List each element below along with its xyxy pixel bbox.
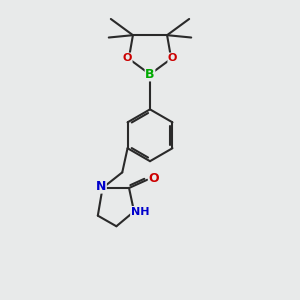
Text: B: B [145,68,155,81]
Text: NH: NH [131,206,149,217]
Text: O: O [148,172,159,185]
Text: O: O [123,53,132,63]
Text: O: O [168,53,177,63]
Text: N: N [96,180,106,193]
